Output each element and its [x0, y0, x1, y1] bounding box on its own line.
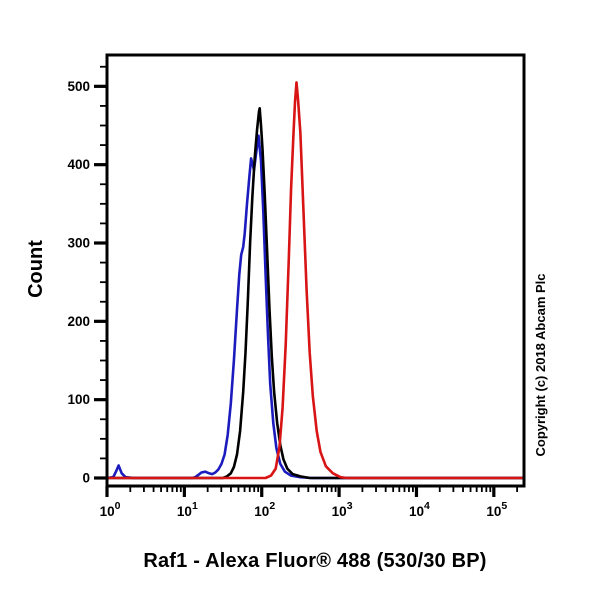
x-tick-label: 103 [332, 500, 353, 519]
x-tick-label: 105 [486, 500, 507, 519]
curve-raf1-stained-red [105, 81, 526, 480]
x-tick-label: 102 [254, 500, 275, 519]
y-tick-label: 400 [67, 157, 90, 172]
x-tick-label: 101 [177, 500, 198, 519]
y-tick-label: 300 [67, 236, 90, 251]
figure-title: Raf1 - Alexa Fluor® 488 (530/30 BP) [143, 550, 487, 572]
x-tick-label: 100 [100, 500, 121, 519]
y-tick-label: 100 [67, 392, 90, 407]
x-tick-label: 104 [409, 500, 430, 519]
y-tick-label: 0 [82, 471, 90, 486]
plot-frame [105, 53, 526, 488]
y-tick-label: 200 [67, 314, 90, 329]
curve-isotype-control-black [105, 107, 526, 480]
y-tick-label: 500 [67, 79, 90, 94]
copyright-notice: Copyright (c) 2018 Abcam Plc [533, 273, 548, 457]
y-axis-title: Count [25, 240, 47, 298]
